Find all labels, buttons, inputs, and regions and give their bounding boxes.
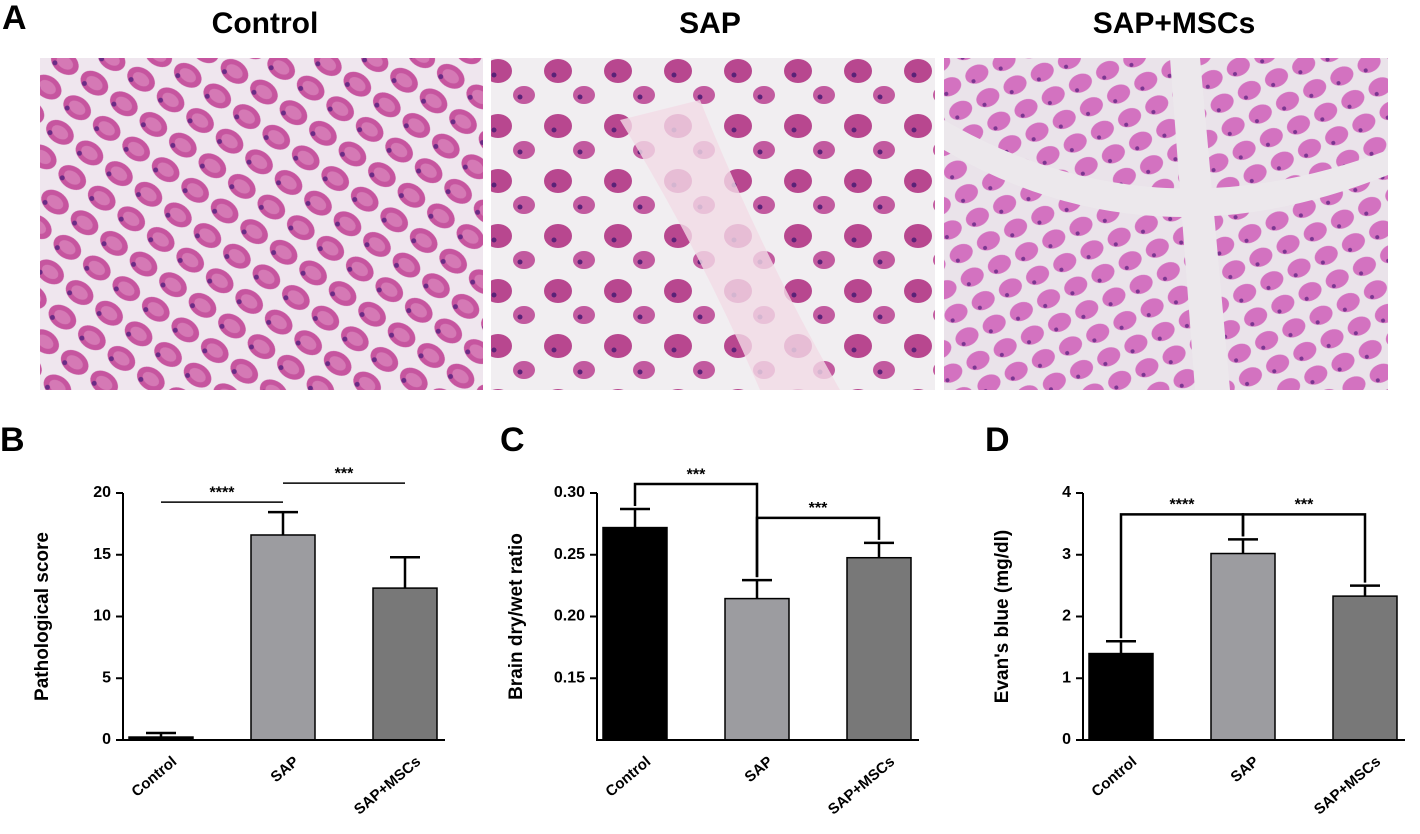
axes <box>122 493 445 741</box>
significance-label: *** <box>1295 497 1314 514</box>
y-axis-label: Brain dry/wet ratio <box>506 533 527 700</box>
y-tick-label: 5 <box>102 669 111 686</box>
significance-label: *** <box>687 466 706 483</box>
significance-bracket <box>755 516 881 578</box>
bar <box>724 597 790 741</box>
x-tick-label: SAP <box>742 753 777 786</box>
error-bar <box>742 578 772 599</box>
x-tick-label: Control <box>602 753 654 800</box>
significance-label: *** <box>335 465 354 482</box>
y-tick-label: 20 <box>93 484 111 501</box>
error-bar <box>1106 639 1136 654</box>
panel-label: B <box>0 421 25 459</box>
error-bar <box>620 507 650 528</box>
y-axis-label: Evan's blue (mg/dl) <box>992 530 1013 703</box>
x-tick-label: SAP+MSCs <box>825 753 898 818</box>
error-bar <box>1350 584 1380 597</box>
error-bar <box>1228 538 1258 554</box>
bar <box>602 526 668 741</box>
y-tick-label: 0 <box>102 731 111 748</box>
significance-bracket <box>1241 513 1367 583</box>
significance-label: *** <box>809 500 828 517</box>
significance-label: **** <box>1170 497 1196 514</box>
bar <box>372 587 438 741</box>
x-tick-label: SAP+MSCs <box>351 753 424 818</box>
x-tick-label: SAP <box>1228 753 1263 786</box>
y-tick-label: 0 <box>1062 731 1071 748</box>
bar <box>1088 652 1154 741</box>
x-tick-label: SAP <box>268 753 303 786</box>
axes <box>596 493 919 741</box>
y-tick-label: 0.15 <box>554 669 585 686</box>
y-axis-label: Pathological score <box>32 532 53 701</box>
histology-image <box>944 58 1388 390</box>
y-tick-label: 0.25 <box>554 546 585 563</box>
bar <box>250 534 316 741</box>
image-title: SAP+MSCs <box>1093 7 1256 40</box>
bar <box>1210 552 1276 741</box>
y-tick-label: 0.30 <box>554 484 585 501</box>
y-tick-label: 2 <box>1062 608 1071 625</box>
image-title: Control <box>212 7 319 40</box>
image-title: SAP <box>679 7 741 40</box>
y-tick-label: 3 <box>1062 546 1071 563</box>
y-tick-label: 10 <box>93 608 111 625</box>
panel-label: A <box>2 0 27 37</box>
histology-image <box>40 58 483 390</box>
y-tick-label: 15 <box>93 546 111 563</box>
error-bar <box>390 555 420 589</box>
y-tick-label: 0.20 <box>554 608 585 625</box>
axes <box>1082 493 1405 741</box>
bar <box>1332 595 1398 741</box>
significance-label: **** <box>210 484 236 501</box>
histology-detail <box>620 100 840 390</box>
panel-label: C <box>500 421 525 459</box>
y-tick-label: 1 <box>1062 669 1071 686</box>
y-tick-label: 4 <box>1062 484 1071 501</box>
x-tick-label: Control <box>1088 753 1140 800</box>
x-tick-label: SAP+MSCs <box>1311 753 1384 818</box>
error-bar <box>864 541 894 558</box>
x-tick-label: Control <box>128 753 180 800</box>
error-bar <box>268 510 298 535</box>
error-bar <box>146 731 176 738</box>
bar <box>846 556 912 741</box>
panel-label: D <box>985 421 1010 459</box>
